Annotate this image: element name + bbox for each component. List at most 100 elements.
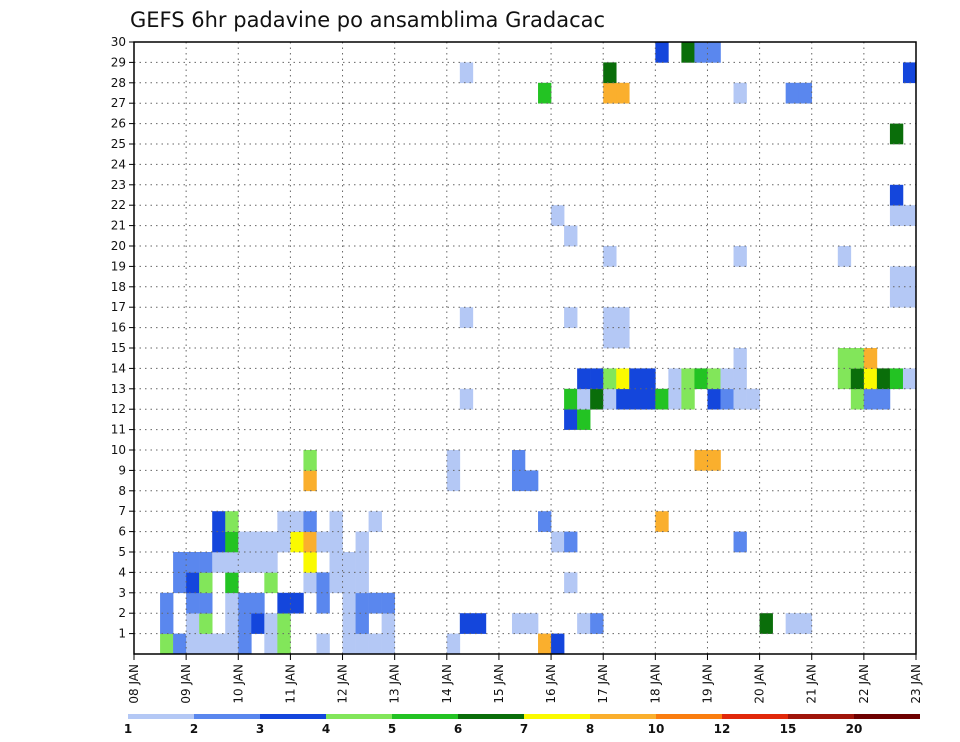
- y-tick-label: 29: [111, 55, 126, 69]
- heatmap-cell: [290, 511, 304, 532]
- heatmap-cell: [160, 633, 174, 655]
- heatmap-cell: [225, 511, 239, 532]
- heatmap-cell: [368, 592, 382, 614]
- heatmap-cell: [303, 552, 317, 573]
- x-tick-label: 15 JAN: [492, 664, 506, 704]
- heatmap-cell: [355, 531, 369, 553]
- heatmap-cell: [199, 633, 213, 655]
- heatmap-cell: [694, 368, 708, 390]
- heatmap-cell: [225, 592, 239, 614]
- heatmap-cell: [264, 633, 278, 655]
- heatmap-cell: [837, 246, 852, 267]
- x-tick-label: 11 JAN: [283, 664, 297, 704]
- heatmap-cell: [303, 450, 317, 471]
- heatmap-cell: [889, 368, 904, 390]
- y-tick-label: 30: [111, 35, 126, 49]
- heatmap-cell: [863, 388, 878, 410]
- y-tick-label: 1: [118, 627, 126, 641]
- heatmap-cell: [733, 246, 747, 267]
- legend-swatch: [590, 714, 656, 719]
- heatmap-cell: [720, 368, 734, 390]
- legend-swatch: [326, 714, 392, 719]
- heatmap-cell: [863, 368, 878, 390]
- heatmap-cell: [238, 613, 252, 634]
- heatmap-cell: [160, 592, 174, 614]
- heatmap-cell: [381, 592, 395, 614]
- heatmap-cell: [655, 42, 669, 63]
- heatmap-cell: [837, 348, 852, 369]
- heatmap-cell: [681, 388, 695, 410]
- heatmap-cell: [616, 327, 630, 349]
- heatmap-cell: [355, 613, 369, 634]
- heatmap-cell: [564, 225, 578, 247]
- heatmap-cell: [707, 450, 721, 471]
- x-tick-label: 12 JAN: [336, 664, 350, 704]
- y-tick-label: 3: [118, 586, 126, 600]
- x-tick-label: 09 JAN: [179, 664, 193, 704]
- y-tick-label: 11: [111, 423, 126, 437]
- heatmap-cell: [511, 470, 526, 492]
- legend-label: 20: [846, 722, 863, 736]
- heatmap-cell: [316, 592, 330, 614]
- heatmap-cell: [603, 82, 617, 104]
- y-tick-label: 4: [118, 565, 126, 579]
- y-tick-label: 25: [111, 137, 126, 151]
- legend-label: 1: [124, 722, 132, 736]
- heatmap-cell: [681, 42, 695, 63]
- heatmap-cell: [837, 368, 852, 390]
- heatmap-cell: [603, 62, 617, 84]
- heatmap-cell: [850, 388, 865, 410]
- heatmap-cell: [798, 613, 813, 634]
- heatmap-cell: [199, 572, 213, 594]
- heatmap-cell: [381, 613, 395, 634]
- heatmap-cell: [668, 368, 682, 390]
- legend-label: 15: [780, 722, 797, 736]
- heatmap-cell: [681, 368, 695, 390]
- heatmap-cell: [616, 368, 630, 390]
- y-tick-label: 9: [118, 463, 126, 477]
- heatmap-cell: [603, 388, 617, 410]
- heatmap-cell: [303, 531, 317, 553]
- heatmap-cell: [225, 613, 239, 634]
- heatmap-cell: [238, 531, 252, 553]
- legend-label: 6: [454, 722, 462, 736]
- y-tick-label: 19: [111, 259, 126, 273]
- heatmap-cell: [694, 450, 708, 471]
- heatmap-cell: [472, 613, 487, 634]
- heatmap-cell: [590, 388, 604, 410]
- heatmap-cell: [564, 409, 578, 430]
- y-tick-label: 10: [111, 443, 126, 457]
- heatmap-cell: [290, 531, 304, 553]
- heatmap-cell: [564, 388, 578, 410]
- x-tick-label: 08 JAN: [127, 664, 141, 704]
- heatmap-cell: [342, 592, 356, 614]
- heatmap-cell: [277, 613, 291, 634]
- heatmap-cell: [642, 368, 656, 390]
- legend-label: 8: [586, 722, 594, 736]
- heatmap-cell: [603, 327, 617, 349]
- heatmap-cell: [876, 368, 891, 390]
- heatmap-cell: [603, 307, 617, 328]
- heatmap-cell: [577, 613, 591, 634]
- heatmap-cell: [603, 246, 617, 267]
- y-tick-label: 2: [118, 606, 126, 620]
- x-tick-label: 21 JAN: [805, 664, 819, 704]
- legend-label: 10: [648, 722, 665, 736]
- y-tick-label: 28: [111, 76, 126, 90]
- legend-label: 5: [388, 722, 396, 736]
- legend-swatch: [260, 714, 326, 719]
- heatmap-cell: [303, 511, 317, 532]
- heatmap-cell: [902, 205, 917, 226]
- heatmap-cell: [629, 388, 643, 410]
- y-tick-label: 13: [111, 382, 126, 396]
- legend-swatch: [524, 714, 590, 719]
- heatmap-cell: [785, 613, 799, 634]
- heatmap-cell: [264, 613, 278, 634]
- heatmap-cell: [446, 450, 461, 471]
- heatmap-cell: [525, 470, 539, 492]
- heatmap-cell: [316, 633, 330, 655]
- heatmap-cell: [863, 348, 878, 369]
- y-tick-label: 14: [111, 361, 126, 375]
- heatmap-cell: [538, 511, 552, 532]
